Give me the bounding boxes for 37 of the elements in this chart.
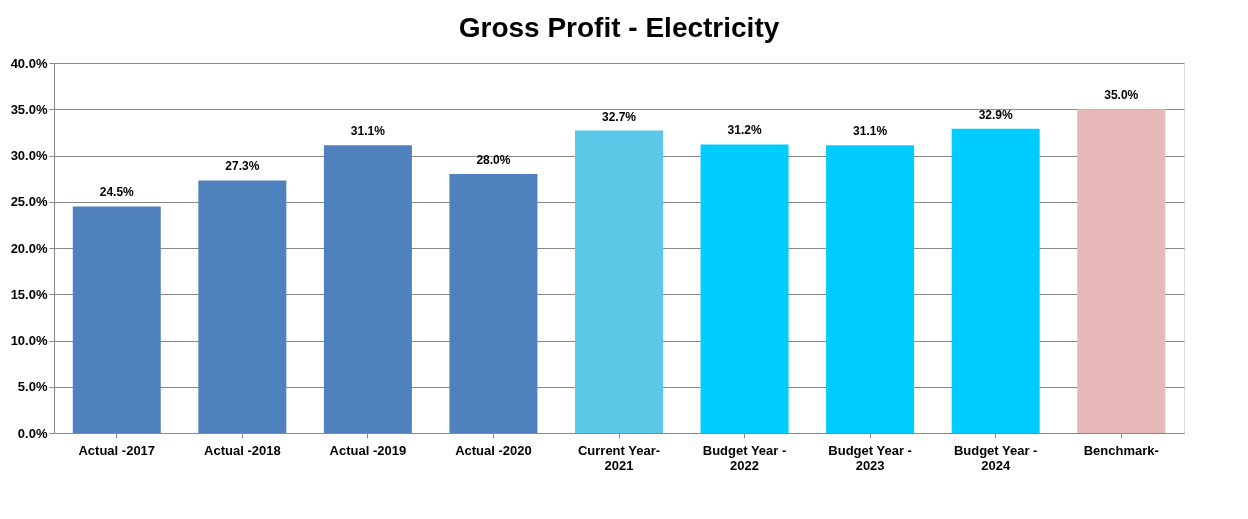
x-tick-label: Budget Year - 2024 bbox=[953, 442, 1038, 473]
data-label: 32.9% bbox=[978, 107, 1014, 122]
x-tick-label: Budget Year - 2023 bbox=[828, 442, 912, 473]
y-tick-label: 40.0% bbox=[10, 55, 48, 71]
x-tick-label: Benchmark- bbox=[1083, 442, 1159, 458]
bar bbox=[1077, 109, 1166, 433]
y-tick-label: 15.0% bbox=[10, 286, 48, 302]
bar bbox=[575, 130, 663, 433]
x-tick-label: Actual -2020 bbox=[455, 442, 532, 458]
data-label: 31.1% bbox=[350, 124, 386, 139]
bar bbox=[198, 180, 287, 433]
y-tick-label: 35.0% bbox=[10, 101, 48, 117]
bar bbox=[323, 145, 412, 433]
bar bbox=[826, 145, 915, 433]
bar bbox=[700, 144, 789, 433]
x-tick-label: Budget Year - 2022 bbox=[702, 442, 787, 473]
chart-title: Gross Profit - Electricity bbox=[458, 12, 780, 43]
bar bbox=[951, 128, 1040, 433]
y-tick-label: 0.0% bbox=[17, 425, 48, 441]
y-tick-label: 25.0% bbox=[10, 194, 48, 210]
x-tick-label: Current Year- 2021 bbox=[577, 442, 661, 473]
data-label: 31.1% bbox=[853, 124, 888, 139]
data-label: 31.2% bbox=[727, 123, 762, 138]
data-label: 35.0% bbox=[1104, 88, 1139, 103]
data-label: 24.5% bbox=[99, 185, 135, 200]
x-tick-label: Actual -2018 bbox=[204, 442, 281, 458]
data-label: 28.0% bbox=[476, 153, 511, 167]
data-label: 27.3% bbox=[225, 159, 260, 174]
bar bbox=[449, 174, 538, 433]
bar bbox=[72, 206, 161, 433]
x-tick-label: Actual -2019 bbox=[329, 442, 407, 458]
y-tick-label: 10.0% bbox=[10, 333, 48, 348]
data-label: 32.7% bbox=[601, 109, 637, 124]
x-tick-label: Actual -2017 bbox=[78, 442, 156, 458]
y-tick-label: 30.0% bbox=[10, 148, 48, 163]
y-tick-label: 5.0% bbox=[17, 379, 48, 395]
y-tick-label: 20.0% bbox=[10, 240, 48, 256]
